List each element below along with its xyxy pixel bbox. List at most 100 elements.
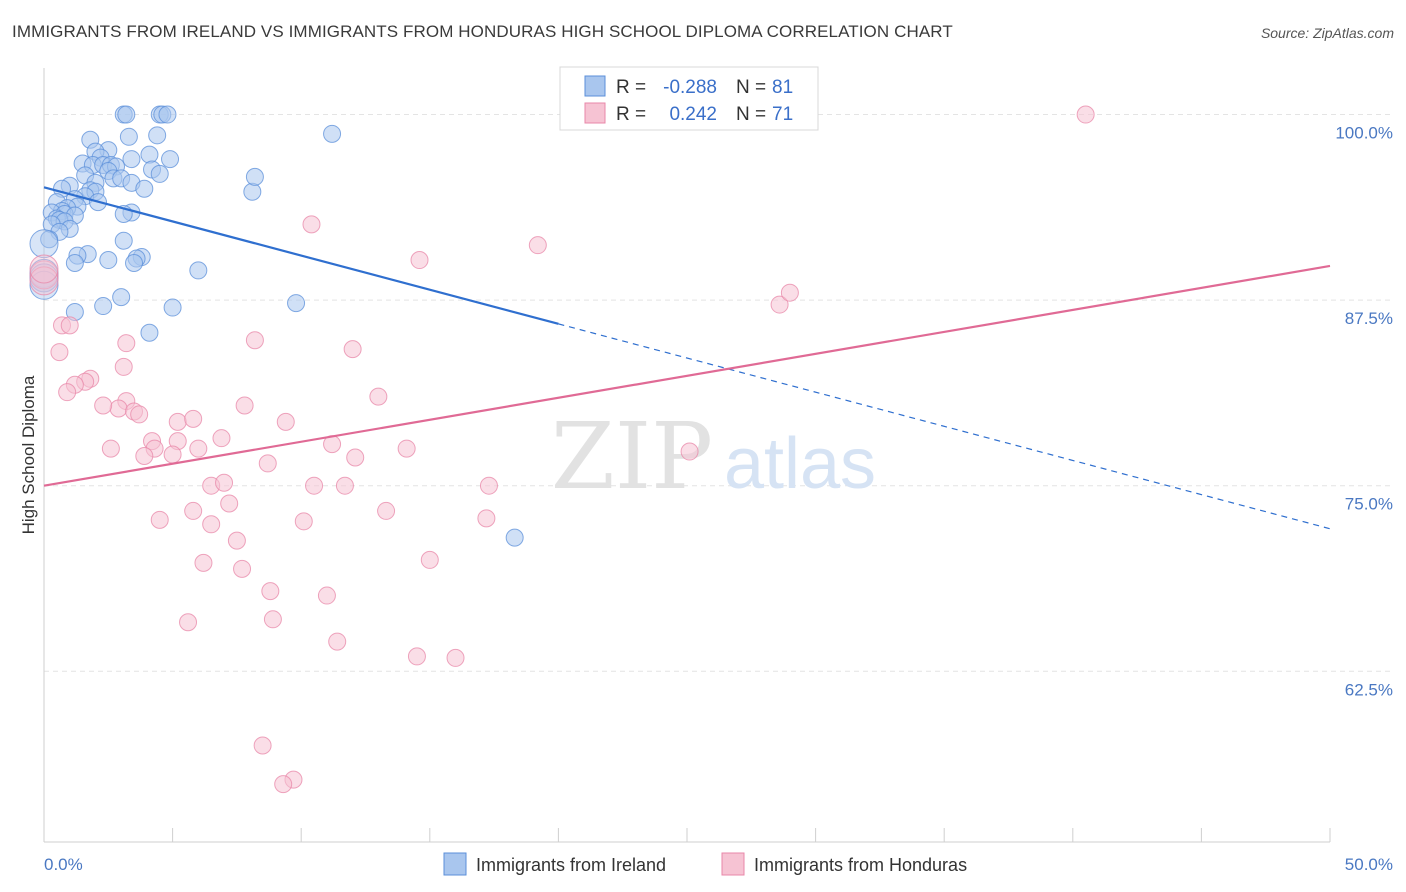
point-s1-69 — [29, 254, 59, 284]
stats-r-label-ireland: R = — [616, 77, 646, 98]
stats-swatch-ireland — [584, 75, 606, 97]
point-s1-4 — [528, 236, 547, 255]
point-s0-4 — [158, 105, 177, 124]
y-tick-labels: 100.0% 87.5% 75.0% 62.5% — [1335, 124, 1393, 700]
point-s1-38 — [680, 442, 699, 461]
point-s0-6 — [119, 127, 138, 146]
point-s1-25 — [94, 396, 113, 415]
point-s1-51 — [150, 510, 169, 529]
trend-line-honduras — [43, 264, 1331, 487]
stats-r-label-honduras: R = — [616, 104, 646, 125]
stats-r-value-honduras: 0.242 — [669, 104, 717, 125]
point-s1-8 — [770, 295, 789, 314]
point-s0-57 — [99, 251, 118, 270]
y-tick-label-2: 75.0% — [1345, 495, 1393, 514]
point-s1-7 — [29, 266, 59, 296]
point-s0-12 — [122, 150, 141, 169]
point-s1-37 — [397, 439, 416, 458]
series-points-0 — [29, 105, 524, 547]
point-s1-13 — [343, 340, 362, 359]
point-s1-45 — [305, 476, 324, 495]
point-s1-56 — [420, 550, 439, 569]
legend-swatch-honduras — [721, 852, 745, 876]
point-s0-5 — [148, 126, 167, 145]
point-s0-68 — [163, 298, 182, 317]
point-s1-3 — [302, 215, 321, 234]
point-s1-19 — [58, 383, 77, 402]
point-s1-44 — [215, 473, 234, 492]
point-s1-46 — [335, 476, 354, 495]
point-s1-49 — [377, 501, 396, 520]
stats-swatch-honduras — [584, 102, 606, 124]
point-s1-14 — [50, 343, 69, 362]
point-s1-26 — [130, 405, 149, 424]
legend-label-ireland: Immigrants from Ireland — [476, 855, 666, 875]
point-s0-10 — [140, 145, 159, 164]
point-s0-70 — [140, 323, 159, 342]
point-s1-57 — [194, 553, 213, 572]
watermark-atlas: atlas — [724, 424, 876, 504]
point-s1-61 — [263, 610, 282, 629]
point-s0-21 — [150, 164, 169, 183]
point-s1-23 — [109, 399, 128, 418]
point-s0-60 — [65, 254, 84, 272]
point-s1-68 — [274, 775, 293, 794]
point-s1-20 — [369, 387, 388, 406]
point-s0-52 — [114, 231, 133, 250]
point-s1-50 — [184, 501, 203, 520]
point-s0-65 — [112, 288, 131, 307]
trend-line-ireland-extension — [558, 323, 1331, 530]
stats-r-value-ireland: -0.288 — [663, 77, 717, 98]
y-tick-label-1: 87.5% — [1345, 309, 1393, 328]
point-s1-39 — [135, 447, 154, 465]
point-s1-70 — [60, 316, 79, 335]
point-s0-32 — [243, 182, 262, 201]
point-s1-34 — [101, 439, 120, 458]
point-s0-64 — [29, 270, 59, 300]
point-s0-53 — [29, 229, 59, 259]
point-s1-11 — [245, 331, 264, 350]
stats-n-value-honduras: 71 — [772, 104, 793, 125]
source-label: Source: ZipAtlas.com — [1260, 25, 1394, 41]
point-s1-5 — [410, 251, 429, 270]
point-s1-15 — [114, 357, 133, 376]
series-legend: Immigrants from Ireland Immigrants from … — [443, 852, 967, 876]
point-s0-61 — [189, 261, 208, 280]
stats-n-label-ireland: N = — [736, 77, 766, 98]
point-s1-52 — [294, 512, 313, 531]
stats-n-value-ireland: 81 — [772, 77, 793, 98]
watermark: ZIP atlas — [551, 403, 876, 510]
point-s1-58 — [233, 559, 252, 578]
point-s0-73 — [245, 167, 264, 186]
x-tick-label-right: 50.0% — [1345, 855, 1393, 874]
point-s0-72 — [323, 124, 342, 143]
point-s1-12 — [117, 334, 136, 353]
point-s0-1 — [117, 105, 136, 124]
axes — [43, 68, 1331, 843]
y-axis-label: High School Diploma — [19, 375, 38, 534]
point-s1-2 — [1076, 105, 1095, 124]
point-s1-53 — [477, 509, 496, 528]
point-s0-29 — [135, 179, 154, 198]
point-s0-13 — [161, 150, 180, 169]
stats-n-label-honduras: N = — [736, 104, 766, 125]
point-s1-60 — [317, 586, 336, 605]
point-s1-65 — [446, 648, 465, 667]
stats-legend: R = -0.288 N = 81 R = 0.242 N = 71 — [559, 66, 819, 131]
point-s1-28 — [184, 409, 203, 428]
point-s1-32 — [212, 429, 231, 448]
point-s1-63 — [328, 632, 347, 651]
trend-line-ireland — [43, 186, 559, 325]
point-s1-42 — [258, 454, 277, 473]
point-s0-71 — [505, 528, 524, 547]
point-s1-41 — [346, 448, 365, 467]
point-s1-29 — [276, 412, 295, 431]
point-s1-36 — [189, 439, 208, 458]
point-s1-6 — [29, 260, 59, 290]
point-s1-48 — [220, 494, 239, 513]
point-s0-67 — [94, 297, 113, 316]
legend-swatch-ireland — [443, 852, 467, 876]
y-tick-label-0: 100.0% — [1335, 124, 1393, 143]
point-s0-66 — [287, 294, 306, 313]
point-s0-59 — [125, 254, 144, 272]
